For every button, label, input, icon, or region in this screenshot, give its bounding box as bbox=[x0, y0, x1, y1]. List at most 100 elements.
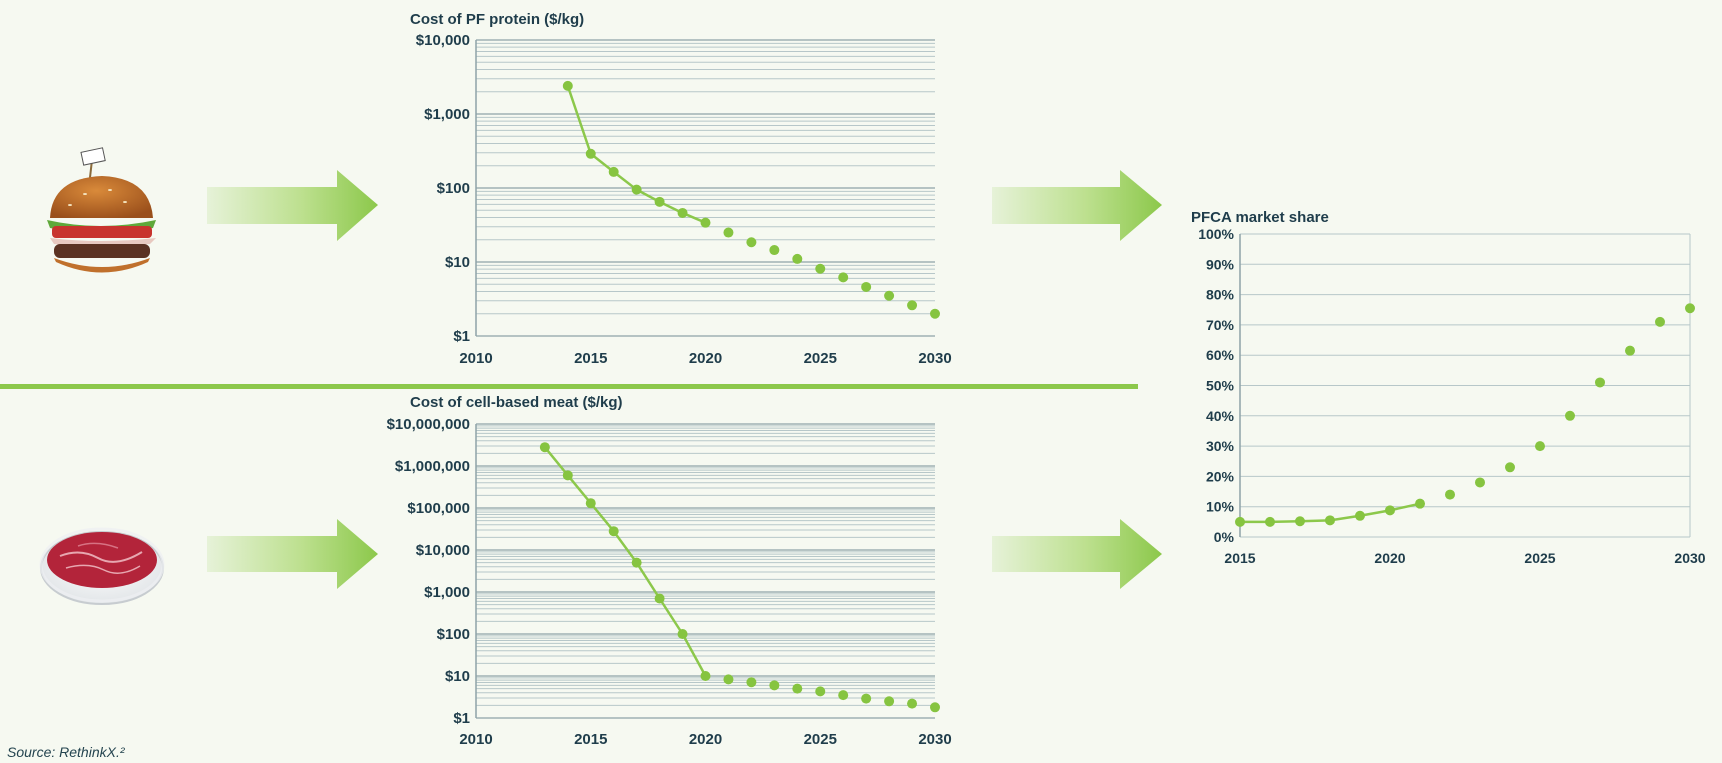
data-point bbox=[700, 671, 711, 681]
data-point bbox=[1595, 377, 1605, 388]
arrow-bottom-left bbox=[207, 519, 378, 589]
y-tick-label: $100,000 bbox=[407, 500, 470, 517]
data-point bbox=[608, 166, 619, 177]
x-tick-label: 2025 bbox=[804, 350, 837, 367]
y-tick-label: $10,000 bbox=[416, 32, 470, 49]
petri-dish-meat-icon bbox=[39, 527, 165, 605]
data-point bbox=[907, 300, 918, 311]
y-tick-label: $10,000 bbox=[416, 542, 470, 559]
arrow-top-left bbox=[207, 170, 378, 241]
data-point bbox=[1235, 516, 1245, 527]
data-point bbox=[562, 470, 573, 481]
data-point bbox=[815, 263, 826, 274]
data-point bbox=[585, 498, 596, 509]
data-point bbox=[930, 308, 940, 319]
data-point bbox=[1565, 410, 1575, 421]
data-point bbox=[608, 526, 619, 537]
burger-icon bbox=[47, 147, 156, 273]
data-point bbox=[1295, 516, 1305, 527]
y-tick-label: $1,000 bbox=[424, 584, 470, 601]
y-tick-label: 80% bbox=[1206, 287, 1235, 303]
data-point bbox=[884, 290, 895, 301]
arrow-top-right bbox=[992, 170, 1162, 241]
data-point bbox=[700, 217, 711, 228]
y-tick-label: 20% bbox=[1206, 468, 1235, 484]
x-tick-label: 2010 bbox=[459, 350, 492, 367]
data-point bbox=[1445, 489, 1455, 500]
data-point bbox=[1475, 477, 1485, 488]
data-point bbox=[930, 702, 940, 713]
series-line bbox=[543, 446, 707, 677]
chart-pfca-market-share: PFCA market share 0% 10% 20% 30% 40% 50% 60% 70%… bbox=[1191, 209, 1706, 566]
y-tick-label: $10 bbox=[445, 254, 470, 271]
data-point bbox=[1355, 510, 1365, 521]
data-point bbox=[654, 593, 665, 604]
data-point bbox=[677, 207, 688, 218]
data-point bbox=[746, 237, 757, 248]
data-point bbox=[1265, 516, 1275, 527]
data-point bbox=[792, 253, 803, 264]
chart-cell-based-meat-cost: Cost of cell-based meat ($/kg) $1 $10 $100 $… bbox=[387, 394, 952, 748]
data-point bbox=[723, 674, 734, 685]
y-tick-label: $10,000,000 bbox=[387, 416, 470, 433]
x-tick-label: 2025 bbox=[1524, 550, 1555, 566]
y-tick-label: $10 bbox=[445, 668, 470, 685]
data-point bbox=[562, 80, 573, 91]
x-tick-label: 2015 bbox=[574, 350, 607, 367]
data-point bbox=[1625, 345, 1635, 356]
y-tick-label: $1 bbox=[453, 328, 470, 345]
x-tick-label: 2020 bbox=[689, 731, 722, 748]
y-tick-label: 90% bbox=[1206, 256, 1235, 272]
x-tick-label: 2010 bbox=[459, 731, 492, 748]
x-tick-label: 2015 bbox=[574, 731, 607, 748]
data-point bbox=[1505, 462, 1515, 473]
y-tick-label: 10% bbox=[1206, 499, 1235, 515]
data-point bbox=[769, 245, 780, 256]
y-tick-label: 30% bbox=[1206, 438, 1235, 454]
data-point bbox=[1325, 515, 1335, 526]
y-tick-label: $100 bbox=[437, 626, 470, 643]
arrow-bottom-right bbox=[992, 519, 1162, 589]
x-tick-label: 2015 bbox=[1224, 550, 1255, 566]
data-point bbox=[631, 557, 642, 568]
data-point bbox=[746, 677, 757, 688]
data-point bbox=[1655, 316, 1665, 327]
x-tick-label: 2030 bbox=[1674, 550, 1705, 566]
data-point bbox=[907, 698, 918, 709]
y-tick-label: 60% bbox=[1206, 347, 1235, 363]
x-tick-label: 2030 bbox=[918, 350, 951, 367]
y-tick-label: $1 bbox=[453, 710, 470, 727]
data-point bbox=[654, 196, 665, 207]
section-divider bbox=[0, 384, 1138, 389]
data-point bbox=[838, 272, 849, 283]
data-point bbox=[539, 442, 550, 453]
data-point bbox=[815, 686, 826, 697]
data-point bbox=[723, 227, 734, 238]
data-point bbox=[1685, 303, 1695, 314]
source-note: Source: RethinkX.² bbox=[7, 744, 125, 760]
data-point bbox=[631, 184, 642, 195]
data-point bbox=[585, 148, 596, 159]
y-tick-label: 0% bbox=[1214, 529, 1235, 545]
chart-pf-protein-cost: Cost of PF protein ($/kg) $1 $10 $100 $1,000… bbox=[410, 11, 952, 367]
data-point bbox=[838, 690, 849, 701]
y-tick-label: 70% bbox=[1206, 317, 1235, 333]
x-tick-label: 2020 bbox=[1374, 550, 1405, 566]
data-point bbox=[677, 629, 688, 639]
x-tick-label: 2030 bbox=[918, 731, 951, 748]
data-point bbox=[1535, 441, 1545, 452]
y-tick-label: $1,000 bbox=[424, 106, 470, 123]
data-point bbox=[861, 693, 872, 704]
x-tick-label: 2025 bbox=[804, 731, 837, 748]
x-tick-label: 2020 bbox=[689, 350, 722, 367]
data-point bbox=[769, 680, 780, 691]
chart-title: Cost of cell-based meat ($/kg) bbox=[410, 394, 623, 411]
y-tick-label: $100 bbox=[437, 180, 470, 197]
chart-title: Cost of PF protein ($/kg) bbox=[410, 11, 584, 28]
data-point bbox=[861, 281, 872, 292]
data-point bbox=[1385, 505, 1395, 516]
chart-title: PFCA market share bbox=[1191, 209, 1329, 226]
y-tick-label: $1,000,000 bbox=[395, 458, 470, 475]
y-tick-label: 100% bbox=[1198, 226, 1234, 242]
